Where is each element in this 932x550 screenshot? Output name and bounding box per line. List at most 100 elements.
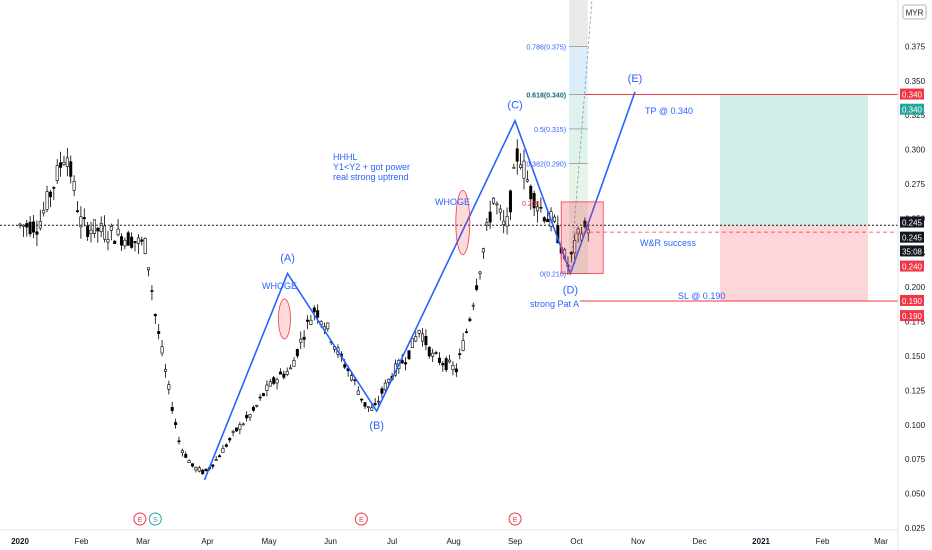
candle-body (292, 360, 296, 367)
candle-body (133, 241, 137, 243)
fib-trend-dashed (570, 0, 593, 274)
x-tick-label: Sep (508, 537, 523, 546)
price-label: 35:08 (902, 247, 923, 256)
candle-body (471, 304, 475, 307)
wave-label: (D) (563, 284, 578, 296)
y-tick-label: 0.350 (905, 77, 926, 86)
price-label-box (900, 260, 924, 272)
candle-body (72, 181, 76, 191)
loss-zone[interactable] (720, 225, 868, 301)
candle-body (89, 229, 93, 234)
candle-body (502, 220, 506, 225)
price-label: 0.245 (902, 219, 923, 228)
candle-body (201, 469, 205, 474)
candle-body (586, 229, 590, 234)
candle-body (204, 468, 208, 472)
candle-body (184, 453, 188, 458)
candle-body (542, 217, 546, 222)
candle-body (508, 190, 512, 213)
candle-body (475, 285, 479, 290)
candle-body (552, 216, 556, 222)
candle-body (417, 329, 421, 334)
annotation-hhhl: HHHL (333, 152, 358, 162)
candle-body (136, 237, 140, 244)
candle-body (262, 393, 266, 396)
whoge-ellipse-c[interactable] (455, 190, 471, 255)
candle-body (404, 362, 408, 365)
price-label: 0.190 (902, 297, 923, 306)
candle-body (536, 206, 540, 212)
candle-body (407, 350, 411, 360)
candle-body (119, 236, 123, 246)
candle-body (454, 368, 458, 373)
event-marker[interactable] (133, 512, 147, 526)
price-label: 0.240 (902, 263, 923, 272)
candle-body (410, 338, 414, 348)
candle-body (441, 363, 445, 366)
event-marker[interactable] (354, 512, 368, 526)
candle-body (485, 222, 489, 226)
candle-body (512, 167, 516, 169)
candle-body (461, 340, 465, 351)
candle-body (113, 240, 117, 244)
candle-body (360, 398, 364, 401)
candle-body (163, 368, 167, 372)
fib-level-label: 0.382(0.290) (526, 161, 566, 168)
candle-body (529, 185, 533, 200)
candle-body (349, 375, 353, 381)
y-tick-label: 0.025 (905, 524, 926, 533)
y-tick-label: 0.100 (905, 421, 926, 430)
candle-body (387, 378, 391, 383)
candle-body (272, 377, 276, 384)
candle-body (424, 336, 428, 346)
whoge-ellipse-a[interactable] (278, 298, 291, 340)
x-tick-label: Jul (387, 537, 397, 546)
candle-body (218, 455, 222, 458)
x-tick-label: 2020 (11, 537, 29, 546)
y-tick-label: 0.150 (905, 352, 926, 361)
price-label-box (900, 310, 924, 322)
event-letter: E (138, 517, 143, 524)
candle-body (42, 209, 46, 214)
currency-tag[interactable]: MYR (906, 9, 924, 18)
x-tick-label: Feb (75, 537, 89, 546)
candle-body (488, 211, 492, 223)
candle-body (126, 232, 130, 246)
candle-body (464, 331, 468, 333)
event-marker[interactable] (148, 512, 162, 526)
annotation-wr: W&R success (640, 238, 697, 248)
x-tick-label: Mar (874, 537, 888, 546)
candle-body (241, 423, 245, 426)
y-tick-label: 0.300 (905, 146, 926, 155)
candle-body (214, 459, 218, 461)
wave-line[interactable] (203, 91, 636, 481)
candle-body (468, 318, 472, 321)
currency-tag-box[interactable] (902, 4, 927, 20)
x-tick-label: Jun (324, 537, 337, 546)
candle-body (245, 415, 249, 419)
event-letter: E (359, 517, 364, 524)
candle-body (82, 217, 86, 220)
annotation-small-0260: 0.260 (522, 201, 540, 208)
candle-body (366, 406, 370, 408)
candle-body (228, 437, 232, 441)
event-marker[interactable] (508, 512, 522, 526)
candle-body (65, 157, 69, 167)
candle-body (211, 464, 215, 467)
y-tick-label: 0.200 (905, 283, 926, 292)
profit-zone[interactable] (720, 94, 868, 226)
candle-body (160, 346, 164, 354)
fib-level-label: 0.786(0.375) (526, 44, 566, 51)
candle-body (431, 352, 435, 357)
wr-rectangle[interactable] (560, 201, 604, 274)
candle-body (576, 228, 580, 235)
candle-body (45, 191, 49, 210)
candle-body (130, 236, 134, 248)
candle-body (116, 228, 120, 236)
event-letter: E (513, 517, 518, 524)
candle-body (495, 203, 499, 206)
annotation-y1y2: Y1<Y2 + got power (333, 162, 410, 172)
candle-body (539, 206, 543, 209)
candle-body (197, 467, 201, 472)
